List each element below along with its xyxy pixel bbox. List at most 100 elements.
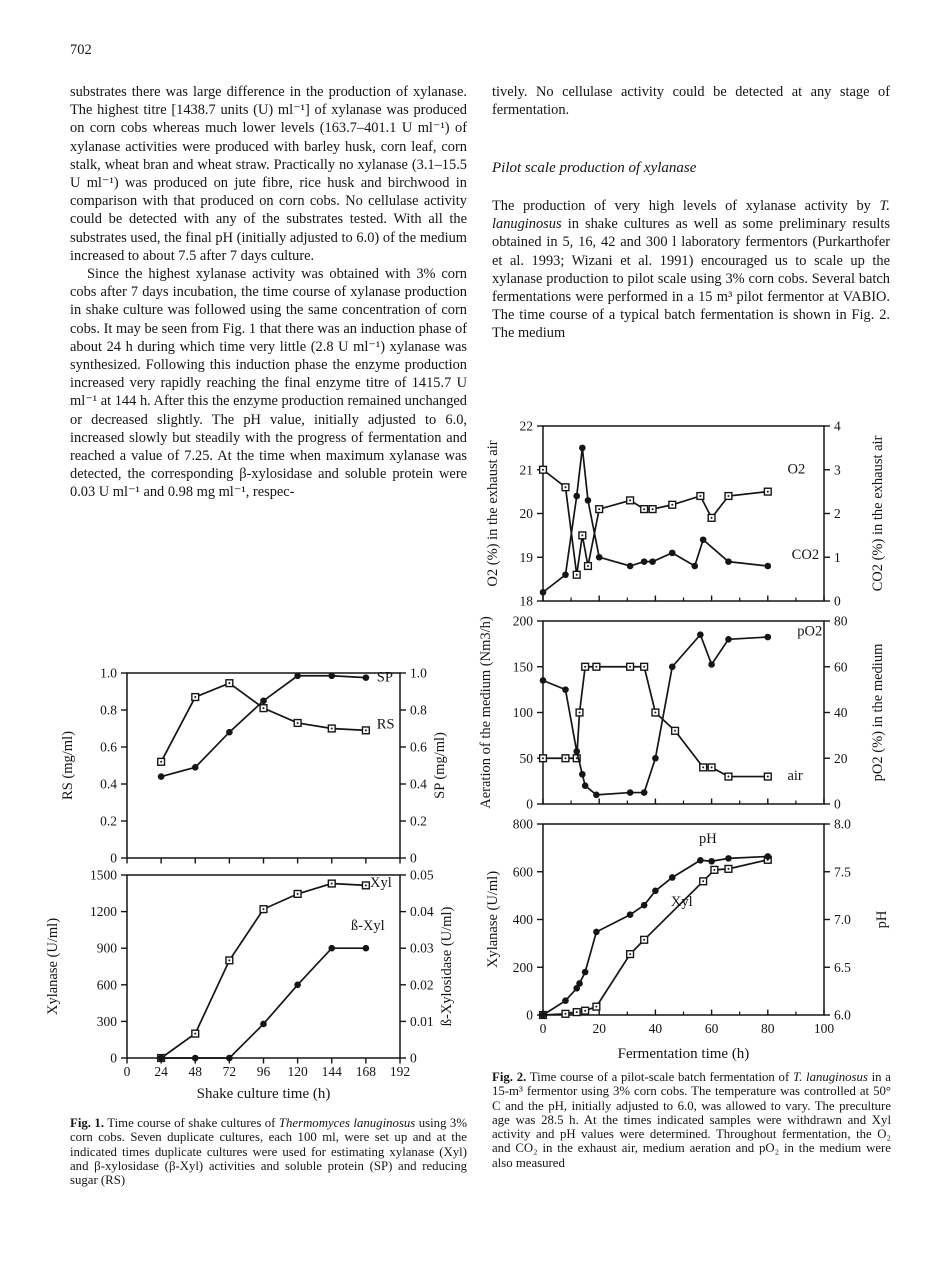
svg-text:2: 2 bbox=[834, 506, 841, 521]
section-heading: Pilot scale production of xylanase bbox=[492, 160, 697, 176]
svg-text:0.2: 0.2 bbox=[410, 814, 427, 829]
series-SP: SP bbox=[157, 669, 393, 780]
svg-text:18: 18 bbox=[520, 594, 534, 609]
chart-panel-fig2-xylanase: 0 200 400 600 800 6.0 6.5 7.0 7.5 8.0 0 20 40 60 80 100… bbox=[485, 817, 890, 1063]
paragraph-text: tively. No cellulase activity could be d… bbox=[492, 84, 890, 119]
svg-text:60: 60 bbox=[834, 659, 848, 674]
svg-text:120: 120 bbox=[288, 1064, 309, 1079]
svg-text:0.4: 0.4 bbox=[410, 777, 427, 792]
svg-text:0.01: 0.01 bbox=[410, 1014, 434, 1029]
svg-text:24: 24 bbox=[154, 1064, 168, 1079]
svg-text:6.0: 6.0 bbox=[834, 1008, 851, 1023]
svg-text:pO2 (%) in the medium: pO2 (%) in the medium bbox=[870, 643, 886, 781]
page-number: 702 bbox=[70, 42, 92, 58]
svg-text:1: 1 bbox=[834, 550, 841, 565]
svg-text:O2: O2 bbox=[787, 461, 805, 477]
body-paragraph: The production of very high levels of xy… bbox=[492, 197, 890, 343]
chart-panel-fig2-gases: 18 19 20 21 22 0 1 2 3 4 O2 (%) in the exhaust air… bbox=[485, 419, 886, 609]
svg-text:pH: pH bbox=[874, 910, 890, 928]
svg-text:1.0: 1.0 bbox=[100, 666, 117, 681]
svg-text:Shake culture time (h): Shake culture time (h) bbox=[197, 1086, 331, 1102]
svg-text:80: 80 bbox=[761, 1021, 775, 1036]
paragraph-text: substrates there was large difference in… bbox=[70, 84, 467, 264]
svg-text:800: 800 bbox=[513, 817, 534, 832]
svg-text:ß-Xyl: ß-Xyl bbox=[351, 918, 385, 934]
svg-text:900: 900 bbox=[97, 941, 118, 956]
svg-text:19: 19 bbox=[520, 550, 534, 565]
svg-text:RS: RS bbox=[377, 717, 395, 733]
series-O2: O2 bbox=[538, 461, 805, 579]
series-pO2: pO2 bbox=[539, 624, 822, 799]
svg-text:0.6: 0.6 bbox=[410, 740, 427, 755]
svg-text:SP: SP bbox=[377, 669, 393, 685]
svg-text:0.6: 0.6 bbox=[100, 740, 117, 755]
species-name: Thermomyces lanuginosus bbox=[278, 1116, 416, 1130]
svg-text:144: 144 bbox=[322, 1064, 343, 1079]
svg-text:Aeration of the medium (Nm3/h): Aeration of the medium (Nm3/h) bbox=[478, 616, 494, 809]
svg-text:0.05: 0.05 bbox=[410, 868, 434, 883]
svg-text:200: 200 bbox=[513, 614, 534, 629]
left-column: substrates there was large difference in… bbox=[70, 83, 467, 502]
svg-text:0: 0 bbox=[110, 1051, 117, 1066]
svg-text:20: 20 bbox=[834, 751, 848, 766]
svg-text:8.0: 8.0 bbox=[834, 817, 851, 832]
figure1-caption: Fig. 1. Time course of shake cultures of… bbox=[70, 1116, 467, 1187]
svg-text:400: 400 bbox=[513, 912, 534, 927]
svg-text:0.04: 0.04 bbox=[410, 904, 434, 919]
svg-text:0: 0 bbox=[124, 1064, 131, 1079]
svg-text:7.5: 7.5 bbox=[834, 864, 851, 879]
figure2-caption: Fig. 2. Time course of a pilot-scale bat… bbox=[492, 1070, 891, 1170]
svg-text:pO2: pO2 bbox=[797, 624, 822, 640]
species-name: T. lanuginosus bbox=[792, 1070, 868, 1084]
paragraph-text: The production of very high levels of xy… bbox=[492, 198, 880, 214]
svg-text:4: 4 bbox=[834, 419, 841, 434]
series-RS: RS bbox=[157, 679, 395, 766]
svg-text:21: 21 bbox=[520, 462, 534, 477]
svg-text:40: 40 bbox=[834, 705, 848, 720]
svg-text:0.8: 0.8 bbox=[100, 703, 117, 718]
caption-text: in a 15-m³ fermentor using 3% corn cobs.… bbox=[492, 1070, 891, 1170]
svg-text:Xyl: Xyl bbox=[370, 875, 392, 891]
figure-caption-label: Fig. 2. bbox=[492, 1070, 527, 1084]
svg-text:0: 0 bbox=[526, 1008, 533, 1023]
svg-text:300: 300 bbox=[97, 1014, 118, 1029]
paragraph-text: in shake cultures as well as some prelim… bbox=[492, 216, 890, 342]
paragraph-text: Since the highest xylanase activity was … bbox=[70, 266, 467, 501]
svg-text:0.4: 0.4 bbox=[100, 777, 117, 792]
svg-text:20: 20 bbox=[592, 1021, 606, 1036]
svg-text:40: 40 bbox=[649, 1021, 663, 1036]
svg-text:6.5: 6.5 bbox=[834, 960, 851, 975]
svg-text:96: 96 bbox=[257, 1064, 271, 1079]
svg-text:Fermentation time (h): Fermentation time (h) bbox=[618, 1046, 750, 1062]
svg-text:60: 60 bbox=[705, 1021, 719, 1036]
svg-text:Xylanase (U/ml): Xylanase (U/ml) bbox=[45, 918, 61, 1015]
svg-text:Xyl: Xyl bbox=[671, 894, 693, 910]
svg-text:Xylanase (U/ml): Xylanase (U/ml) bbox=[485, 871, 501, 968]
svg-text:100: 100 bbox=[513, 705, 534, 720]
svg-text:ß-Xylosidase (U/ml): ß-Xylosidase (U/ml) bbox=[439, 907, 455, 1027]
svg-text:CO2 (%) in the exhaust air: CO2 (%) in the exhaust air bbox=[870, 435, 886, 591]
svg-text:CO2: CO2 bbox=[792, 547, 819, 563]
svg-text:80: 80 bbox=[834, 614, 848, 629]
svg-text:0: 0 bbox=[110, 851, 117, 866]
svg-text:0.8: 0.8 bbox=[410, 703, 427, 718]
caption-text: using 3% corn cobs. Seven duplicate cult… bbox=[70, 1116, 467, 1188]
svg-text:192: 192 bbox=[390, 1064, 410, 1079]
svg-text:50: 50 bbox=[520, 751, 534, 766]
caption-text: Time course of shake cultures of bbox=[104, 1116, 279, 1130]
series-pH: pH bbox=[539, 831, 772, 1019]
svg-text:20: 20 bbox=[520, 506, 534, 521]
series-air: air bbox=[538, 662, 803, 784]
series-Xyl: Xyl bbox=[157, 875, 392, 1063]
svg-text:72: 72 bbox=[223, 1064, 237, 1079]
svg-text:600: 600 bbox=[97, 977, 118, 992]
svg-text:0: 0 bbox=[834, 594, 841, 609]
svg-text:0.2: 0.2 bbox=[100, 814, 117, 829]
svg-text:O2 (%) in the exhaust air: O2 (%) in the exhaust air bbox=[485, 440, 501, 586]
svg-text:1500: 1500 bbox=[90, 868, 117, 883]
svg-text:100: 100 bbox=[814, 1021, 835, 1036]
svg-text:0.02: 0.02 bbox=[410, 977, 434, 992]
chart-panel-fig2-aeration: 0 50 100 150 200 0 20 40 60 80 Aeration of the med… bbox=[478, 614, 886, 812]
svg-text:0: 0 bbox=[410, 851, 417, 866]
